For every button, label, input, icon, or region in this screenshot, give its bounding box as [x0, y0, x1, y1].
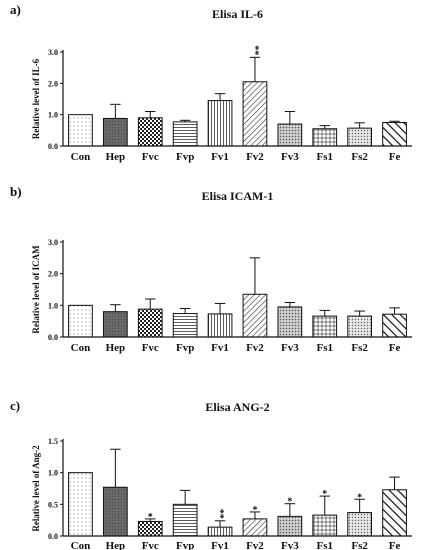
panel-letter: c) [10, 398, 20, 413]
bar-fvc [137, 308, 163, 338]
x-tick-label-fv3: Fv3 [281, 342, 299, 354]
x-tick-label-fe: Fe [389, 342, 401, 354]
bar-hep [102, 117, 128, 147]
x-tick-label-fv3: Fv3 [281, 151, 299, 163]
y-tick-label: 1.0 [48, 301, 58, 310]
bar-fv1 [207, 100, 233, 147]
bar-fv2 [242, 518, 268, 537]
chart-panel-ang2: c) Elisa ANG-2 Relative level of Ang-2 Con H… [10, 398, 412, 550]
x-tick-label-fe: Fe [389, 151, 401, 163]
y-tick-label: 1.0 [48, 469, 58, 478]
bar-fv1 [207, 526, 233, 537]
x-tick-label-fs2: Fs2 [351, 540, 368, 550]
y-tick-label: 1.5 [48, 437, 58, 446]
panel-letter: b) [10, 184, 22, 199]
bar-hep [102, 486, 128, 537]
significance-fv2: ** [249, 45, 260, 55]
x-tick-label-fvp: Fvp [176, 151, 194, 163]
x-tick-label-fvc: Fvc [142, 342, 159, 354]
significance-fs1: * [322, 489, 327, 500]
bar-fv1 [207, 313, 233, 338]
y-tick-label: 0.0 [48, 532, 58, 541]
bar-con [68, 472, 93, 537]
panel-letter: a) [10, 2, 21, 17]
x-tick-label-fs2: Fs2 [351, 151, 368, 163]
y-axis-label: Relative level of IL-6 [31, 58, 41, 139]
bar-fs1 [312, 128, 338, 147]
bar-fv3 [277, 306, 303, 338]
bar-fv2 [242, 81, 268, 147]
y-tick-label: 0.0 [48, 333, 58, 342]
x-tick-label-fe: Fe [389, 540, 401, 550]
x-tick-label-fvc: Fvc [142, 151, 159, 163]
bar-fvp [172, 121, 198, 147]
y-tick-label: 0.0 [48, 142, 58, 151]
y-axis-label: Relative level of Ang-2 [31, 445, 41, 532]
x-tick-label-con: Con [71, 342, 91, 354]
y-tick-label: 3.0 [48, 238, 58, 247]
chart-title: Elisa IL-6 [212, 7, 263, 21]
x-tick-label-fvc: Fvc [142, 540, 159, 550]
bar-fe [382, 313, 407, 338]
bar-fe [382, 489, 407, 537]
bar-fv3 [277, 515, 303, 537]
x-tick-label-fv1: Fv1 [211, 342, 229, 354]
x-tick-label-fs2: Fs2 [351, 342, 368, 354]
significance-fv3: * [287, 497, 292, 508]
bar-fe [382, 122, 407, 147]
bar-fs1 [312, 514, 338, 537]
y-tick-label: 1.0 [48, 111, 58, 120]
significance-fv2: * [252, 505, 257, 516]
bar-fvp [172, 503, 198, 537]
x-tick-label-hep: Hep [106, 151, 126, 163]
bar-fs1 [312, 315, 338, 338]
significance-fv1: ** [214, 509, 225, 519]
x-tick-label-fs1: Fs1 [317, 342, 334, 354]
x-tick-label-fs1: Fs1 [317, 540, 334, 550]
chart-title: Elisa ICAM-1 [202, 189, 274, 203]
y-tick-label: 0.5 [48, 500, 58, 509]
bar-fvc [137, 117, 163, 147]
bar-fvp [172, 313, 198, 338]
bar-con [68, 304, 93, 338]
y-tick-label: 2.0 [48, 79, 58, 88]
x-tick-label-fv1: Fv1 [211, 151, 229, 163]
bar-fs2 [347, 315, 373, 338]
bar-fv2 [242, 293, 268, 338]
y-tick-label: 2.0 [48, 270, 58, 279]
chart-panel-icam1: b) Elisa ICAM-1 Relative level of ICAM Con H… [10, 184, 412, 354]
x-tick-label-con: Con [71, 540, 91, 550]
significance-fs2: * [357, 492, 362, 503]
x-tick-label-fs1: Fs1 [317, 151, 334, 163]
x-tick-label-fvp: Fvp [176, 540, 194, 550]
x-tick-label-fv2: Fv2 [246, 342, 264, 354]
x-tick-label-con: Con [71, 151, 91, 163]
bar-con [68, 114, 93, 147]
chart-title: Elisa ANG-2 [205, 400, 269, 414]
x-tick-label-fvp: Fvp [176, 342, 194, 354]
x-tick-label-hep: Hep [106, 540, 126, 550]
bar-hep [102, 311, 128, 338]
bar-fs2 [347, 127, 373, 147]
x-tick-label-hep: Hep [106, 342, 126, 354]
x-tick-label-fv2: Fv2 [246, 540, 264, 550]
bar-fvc [137, 520, 163, 537]
y-axis-label: Relative level of ICAM [31, 245, 41, 334]
y-tick-label: 3.0 [48, 48, 58, 57]
bar-fv3 [277, 123, 303, 147]
significance-fvc: * [148, 512, 153, 523]
bar-fs2 [347, 512, 373, 537]
chart-panel-il6: a) Elisa IL-6 Relative level of IL-6 Con Hep… [10, 2, 412, 163]
x-tick-label-fv2: Fv2 [246, 151, 264, 163]
x-tick-label-fv1: Fv1 [211, 540, 229, 550]
x-tick-label-fv3: Fv3 [281, 540, 299, 550]
